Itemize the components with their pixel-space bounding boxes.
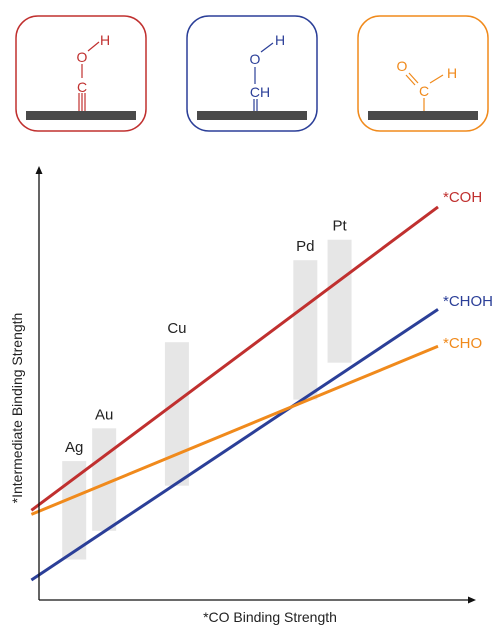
adsorbate-panel-coh: C O H	[15, 15, 147, 132]
atom-h: H	[100, 32, 110, 48]
triple-bond	[78, 93, 86, 111]
atom-o: O	[250, 51, 261, 67]
metal-label-pd: Pd	[296, 238, 314, 255]
scaling-line-cho	[30, 344, 439, 516]
atom-c: C	[77, 79, 87, 95]
double-bond-c-o	[405, 72, 419, 86]
panel-border	[357, 15, 489, 132]
scaling-line-choh	[30, 308, 439, 582]
panel-border	[186, 15, 318, 132]
series-label-coh: *COH	[443, 189, 482, 206]
scaling-lines	[30, 205, 439, 582]
bond-c-h	[429, 74, 444, 84]
double-bond	[253, 99, 258, 111]
metal-label-pt: Pt	[332, 218, 347, 235]
x-axis-arrow	[468, 596, 476, 604]
scaling-plot: Ag Au Cu Pd Pt *CO Binding Strength *Interme…	[9, 166, 493, 625]
atom-c: C	[419, 83, 429, 99]
series-label-cho: *CHO	[443, 335, 482, 352]
metal-label-au: Au	[95, 406, 113, 423]
metal-label-cu: Cu	[167, 320, 186, 337]
x-axis-title: *CO Binding Strength	[203, 609, 337, 625]
bond-o-h	[87, 41, 100, 52]
atom-ch: CH	[250, 84, 270, 100]
metal-band-cu	[164, 342, 189, 486]
metal-band-pt	[327, 239, 352, 363]
y-axis-title: *Intermediate Binding Strength	[9, 313, 25, 504]
metal-label-ag: Ag	[65, 439, 83, 456]
adsorbate-panel-cho: C O H	[357, 15, 489, 132]
series-label-choh: *CHOH	[443, 293, 493, 310]
axes	[35, 166, 476, 604]
atom-o: O	[397, 58, 408, 74]
surface-bar	[26, 111, 136, 120]
metal-bands: Ag Au Cu Pd Pt	[62, 218, 352, 560]
y-axis-arrow	[35, 166, 43, 174]
bond-o-h	[260, 42, 274, 53]
metal-band-ag	[62, 461, 87, 560]
surface-bar	[197, 111, 307, 120]
atom-h: H	[447, 65, 457, 81]
surface-bar	[368, 111, 478, 120]
adsorbate-panel-choh: CH O H	[186, 15, 318, 132]
atom-o: O	[77, 49, 88, 65]
panel-border	[15, 15, 147, 132]
metal-band-pd	[293, 260, 318, 400]
scaling-line-coh	[30, 205, 439, 512]
atom-h: H	[275, 32, 285, 48]
